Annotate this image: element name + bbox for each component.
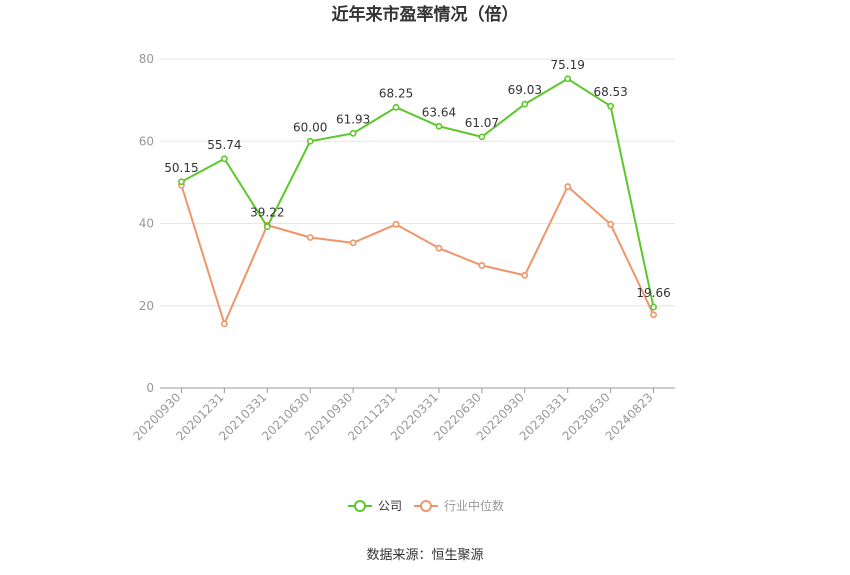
- data-point: [306, 137, 314, 145]
- data-point: [220, 320, 228, 328]
- legend-label: 行业中位数: [444, 498, 504, 513]
- data-label: 61.93: [336, 112, 370, 126]
- series-layer: [178, 75, 657, 328]
- data-labels: 50.15 55.74 39.22 60.00 61.93 68.25 63.64 61.07…: [164, 58, 670, 300]
- data-label: 75.19: [551, 58, 585, 72]
- data-point: [306, 234, 314, 241]
- y-tick-label: 80: [139, 52, 154, 66]
- data-point: [478, 133, 486, 141]
- grid-lines: [160, 58, 675, 307]
- data-label: 19.66: [636, 286, 670, 300]
- legend: 公司 行业中位数: [348, 498, 504, 513]
- data-point: [263, 223, 271, 231]
- data-label: 39.22: [250, 206, 284, 220]
- data-point: [435, 244, 443, 252]
- data-point: [349, 129, 357, 137]
- data-point: [435, 122, 443, 130]
- data-label: 68.53: [593, 85, 627, 99]
- data-label: 69.03: [508, 83, 542, 97]
- data-label: 55.74: [207, 138, 241, 152]
- data-point: [392, 103, 400, 111]
- data-point: [521, 100, 529, 108]
- y-tick-label: 0: [146, 381, 154, 395]
- chart-title: 近年来市盈率情况（倍）: [332, 4, 519, 25]
- data-point: [650, 311, 657, 319]
- legend-swatch-marker: [420, 500, 432, 512]
- y-tick-label: 20: [139, 299, 154, 313]
- data-point: [650, 303, 657, 311]
- data-label: 61.07: [465, 116, 499, 130]
- data-point: [564, 75, 572, 83]
- data-point: [607, 220, 615, 228]
- data-label: 68.25: [379, 86, 413, 100]
- data-label: 63.64: [422, 105, 456, 119]
- data-point: [349, 239, 357, 247]
- y-tick-label: 40: [139, 217, 154, 231]
- data-label: 50.15: [164, 161, 198, 175]
- data-point: [178, 178, 185, 186]
- data-point: [607, 102, 615, 110]
- source-note: 数据来源：恒生聚源: [366, 548, 483, 563]
- data-point: [478, 262, 486, 269]
- y-axis: 0 20 40 60 80: [139, 52, 154, 395]
- data-label: 60.00: [293, 120, 327, 134]
- data-point: [564, 183, 572, 190]
- data-point: [521, 271, 529, 279]
- series-line-industry-median: [180, 184, 655, 325]
- y-tick-label: 60: [139, 134, 154, 148]
- data-point: [220, 155, 228, 163]
- legend-label: 公司: [378, 499, 402, 513]
- data-point: [392, 220, 400, 228]
- series-line-company: [180, 77, 655, 308]
- x-axis: 2020093020201231202103312021063020210930…: [130, 387, 675, 443]
- legend-swatch-marker: [354, 500, 366, 512]
